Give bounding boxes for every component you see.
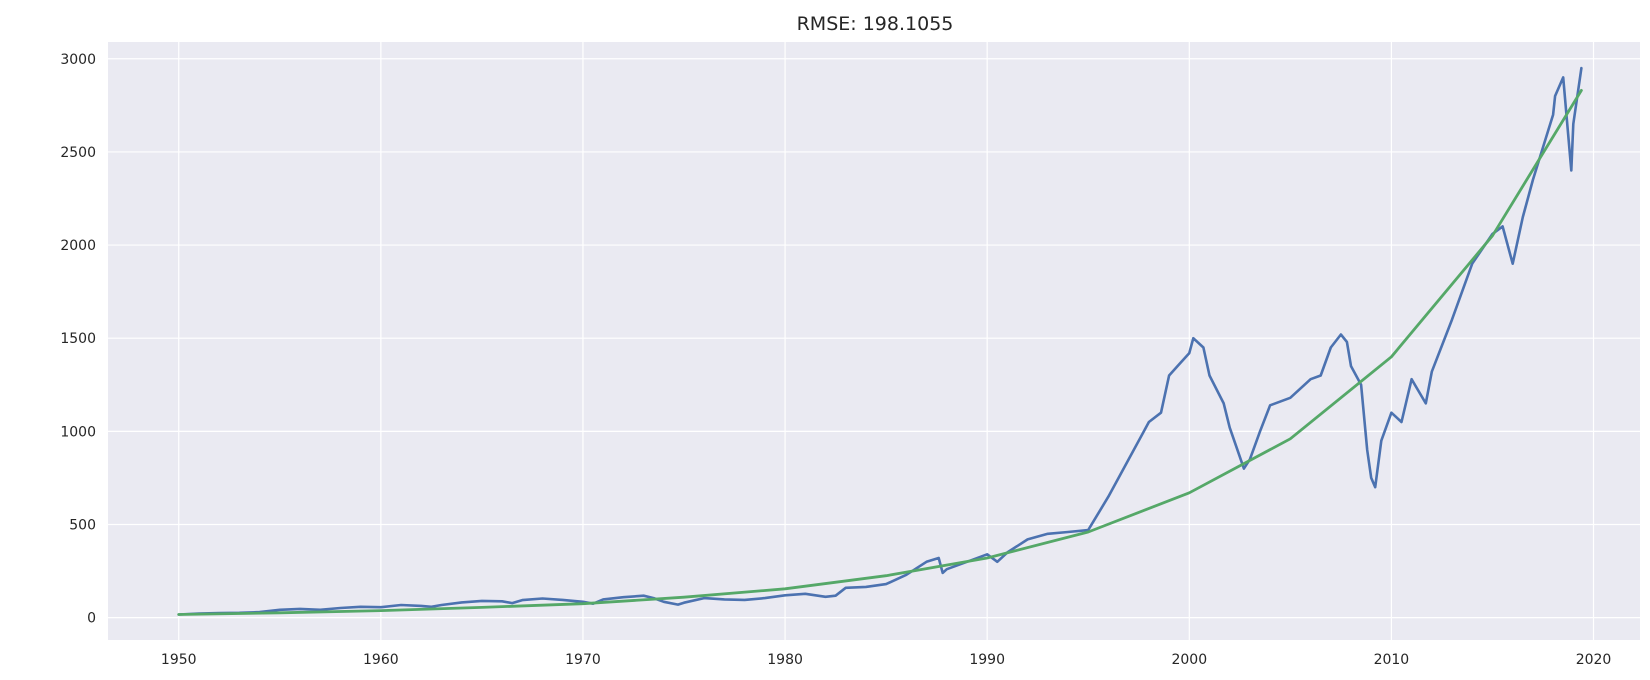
series-line-2 <box>177 89 1583 616</box>
x-tick-label: 1970 <box>565 652 601 668</box>
y-tick-label: 1000 <box>60 424 96 440</box>
x-tick-label: 1990 <box>969 652 1005 668</box>
y-tick-label: 2500 <box>60 145 96 161</box>
y-axis-ticks: 0 500 1000 1500 2000 2500 3000 <box>60 52 96 627</box>
x-tick-label: 1960 <box>363 652 399 668</box>
chart-title: RMSE: 198.1055 <box>797 13 954 35</box>
x-tick-label: 2010 <box>1374 652 1410 668</box>
x-tick-label: 2020 <box>1576 652 1612 668</box>
x-axis-ticks: 1950 1960 1970 1980 1990 2000 2010 2020 <box>161 652 1611 668</box>
x-tick-label: 2000 <box>1171 652 1207 668</box>
plot-area <box>108 42 1640 640</box>
x-tick-label: 1950 <box>161 652 197 668</box>
x-tick-label: 1980 <box>767 652 803 668</box>
y-tick-label: 2000 <box>60 238 96 254</box>
grid-lines <box>108 42 1640 640</box>
y-tick-label: 500 <box>69 517 96 533</box>
y-tick-label: 3000 <box>60 52 96 68</box>
y-tick-label: 1500 <box>60 331 96 347</box>
series-layer <box>177 66 1583 616</box>
y-tick-label: 0 <box>87 611 96 627</box>
